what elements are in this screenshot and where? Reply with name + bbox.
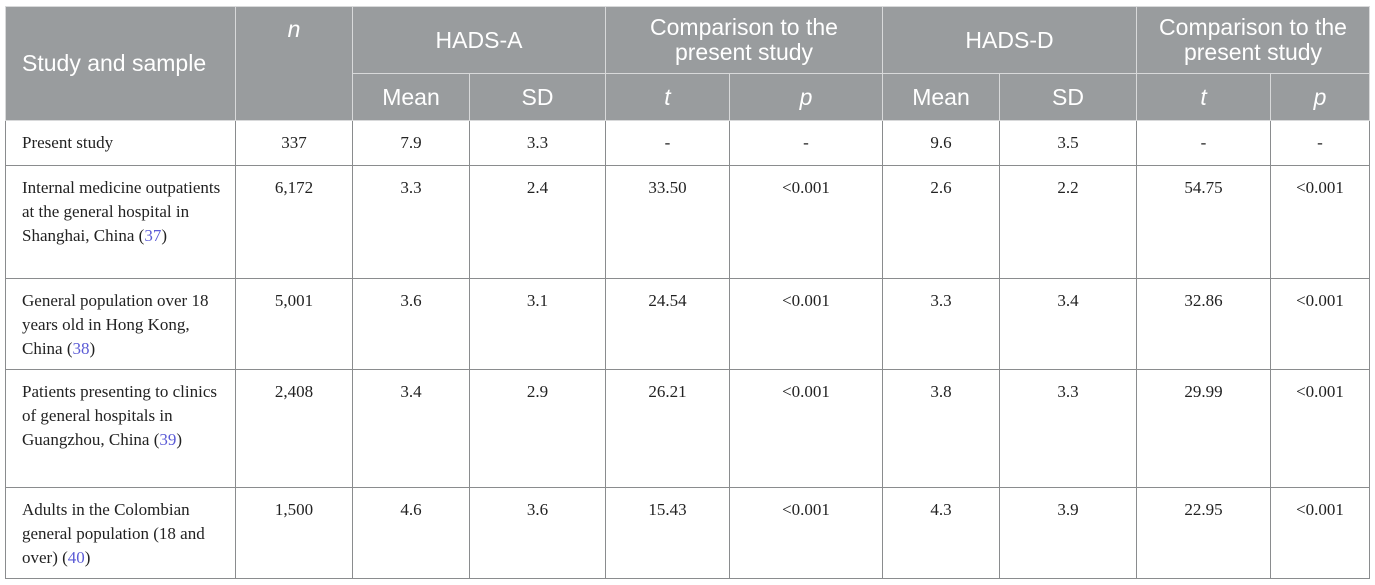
n-cell: 1,500 <box>235 487 353 579</box>
hads-d-mean-cell: 9.6 <box>882 120 1000 166</box>
hads-d-t-cell: 54.75 <box>1136 165 1272 279</box>
hads-a-mean-cell: 3.6 <box>352 278 470 370</box>
table-row: General population over 18 years old in … <box>5 278 1371 370</box>
header-mean-d: Mean <box>882 73 1000 121</box>
n-cell: 2,408 <box>235 369 353 488</box>
study-cell: Present study <box>5 120 236 166</box>
reference-link[interactable]: 39 <box>159 430 177 449</box>
header-hads-a: HADS-A <box>352 6 606 74</box>
hads-d-sd-cell: 3.9 <box>998 487 1138 579</box>
hads-d-sd-cell: 2.2 <box>998 165 1138 279</box>
hads-d-t-cell: 32.86 <box>1136 278 1272 370</box>
hads-d-mean-cell: 3.8 <box>882 369 1000 488</box>
comparison-table: Study and sample n HADS-A Comparison to … <box>5 6 1371 579</box>
hads-d-p-cell: <0.001 <box>1270 165 1371 279</box>
header-study: Study and sample <box>5 6 236 121</box>
study-cell: Adults in the Colombian general populati… <box>5 487 236 579</box>
header-p-a: p <box>729 73 883 121</box>
hads-a-t-cell: 26.21 <box>605 369 730 488</box>
hads-a-t-cell: 24.54 <box>605 278 730 370</box>
header-t-a: t <box>605 73 730 121</box>
hads-d-sd-cell: 3.4 <box>998 278 1138 370</box>
hads-a-sd-cell: 3.6 <box>469 487 606 579</box>
hads-a-mean-cell: 4.6 <box>352 487 470 579</box>
hads-d-mean-cell: 4.3 <box>882 487 1000 579</box>
hads-a-mean-cell: 7.9 <box>352 120 470 166</box>
hads-a-t-cell: 15.43 <box>605 487 730 579</box>
hads-d-p-cell: <0.001 <box>1270 278 1371 370</box>
header-mean-a: Mean <box>352 73 470 121</box>
n-cell: 5,001 <box>235 278 353 370</box>
hads-a-sd-cell: 2.9 <box>469 369 606 488</box>
hads-a-mean-cell: 3.3 <box>352 165 470 279</box>
hads-a-mean-cell: 3.4 <box>352 369 470 488</box>
study-cell: Internal medicine outpatients at the gen… <box>5 165 236 279</box>
header-sd-a: SD <box>469 73 606 121</box>
header-sd-d: SD <box>998 73 1138 121</box>
hads-a-p-cell: <0.001 <box>729 278 883 370</box>
table-row: Adults in the Colombian general populati… <box>5 487 1371 579</box>
hads-d-mean-cell: 2.6 <box>882 165 1000 279</box>
header-t-d: t <box>1136 73 1272 121</box>
hads-a-p-cell: - <box>729 120 883 166</box>
hads-d-p-cell: <0.001 <box>1270 369 1371 488</box>
hads-d-sd-cell: 3.5 <box>998 120 1138 166</box>
hads-a-t-cell: - <box>605 120 730 166</box>
hads-a-sd-cell: 2.4 <box>469 165 606 279</box>
hads-d-t-cell: 22.95 <box>1136 487 1272 579</box>
header-p-d: p <box>1270 73 1371 121</box>
hads-a-p-cell: <0.001 <box>729 369 883 488</box>
header-comparison-d: Comparison to the present study <box>1136 6 1371 74</box>
hads-d-t-cell: 29.99 <box>1136 369 1272 488</box>
hads-a-t-cell: 33.50 <box>605 165 730 279</box>
table-row: Patients presenting to clinics of genera… <box>5 369 1371 488</box>
reference-link[interactable]: 38 <box>72 339 90 358</box>
study-cell: Patients presenting to clinics of genera… <box>5 369 236 488</box>
hads-a-sd-cell: 3.3 <box>469 120 606 166</box>
hads-d-t-cell: - <box>1136 120 1272 166</box>
hads-a-sd-cell: 3.1 <box>469 278 606 370</box>
n-cell: 337 <box>235 120 353 166</box>
table-row: Present study 337 7.9 3.3 - - 9.6 3.5 - … <box>5 120 1371 166</box>
hads-d-sd-cell: 3.3 <box>998 369 1138 488</box>
hads-a-p-cell: <0.001 <box>729 165 883 279</box>
n-cell: 6,172 <box>235 165 353 279</box>
hads-d-p-cell: <0.001 <box>1270 487 1371 579</box>
header-hads-d: HADS-D <box>881 6 1138 74</box>
hads-d-mean-cell: 3.3 <box>882 278 1000 370</box>
study-cell: General population over 18 years old in … <box>5 278 236 370</box>
hads-a-p-cell: <0.001 <box>729 487 883 579</box>
header-comparison-a: Comparison to the present study <box>605 6 883 74</box>
hads-d-p-cell: - <box>1270 120 1371 166</box>
reference-link[interactable]: 37 <box>144 226 162 245</box>
reference-link[interactable]: 40 <box>67 548 85 567</box>
table-row: Internal medicine outpatients at the gen… <box>5 165 1371 279</box>
header-n: n <box>235 6 353 121</box>
